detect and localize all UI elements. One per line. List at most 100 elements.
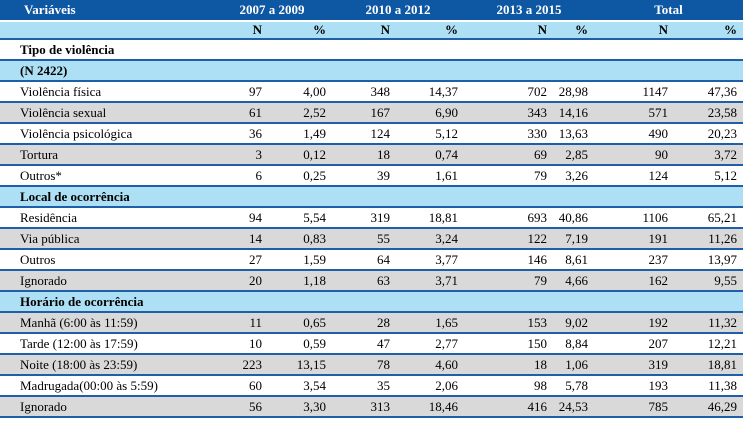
n-value: 192 (594, 312, 674, 334)
n-value: 11 (212, 312, 268, 334)
n-value: 64 (332, 249, 396, 271)
n-value: 18 (464, 354, 553, 376)
pct-value: 65,21 (674, 207, 743, 229)
row-label: Tarde (12:00 às 17:59) (0, 333, 212, 355)
n-value: 6 (212, 165, 268, 187)
n-value: 146 (464, 249, 553, 271)
pct-value: 2,52 (268, 102, 332, 124)
pct-value: 3,30 (268, 396, 332, 418)
n-value: 97 (212, 81, 268, 103)
pct-value: 1,59 (268, 249, 332, 271)
n-value: 150 (464, 333, 553, 355)
table-row: Tortura 3 0,12 18 0,74 69 2,85 90 3,72 (0, 144, 743, 166)
pct-value: 5,78 (553, 375, 594, 397)
column-header-2013-2015: 2013 a 2015 (464, 0, 594, 22)
pct-value: 0,74 (396, 144, 464, 166)
pct-value: 3,77 (396, 249, 464, 271)
table-row: Via pública 14 0,83 55 3,24 122 7,19 191 11,26 (0, 228, 743, 250)
table-body: Tipo de violência (N 2422) Violência físic… (0, 39, 743, 418)
table-subheader-row: N % N % N % N % (0, 21, 743, 40)
n-value: 28 (332, 312, 396, 334)
row-label: Manhã (6:00 às 11:59) (0, 312, 212, 334)
row-label: Outros (0, 249, 212, 271)
pct-value: 0,65 (268, 312, 332, 334)
pct-value: 2,77 (396, 333, 464, 355)
subheader-n: N (212, 21, 268, 40)
n-value: 207 (594, 333, 674, 355)
n-value: 1106 (594, 207, 674, 229)
table-row: Madrugada(00:00 às 5:59) 60 3,54 35 2,06 98 5,… (0, 375, 743, 397)
n-value: 47 (332, 333, 396, 355)
table-row: Violência sexual 61 2,52 167 6,90 343 14,16 571… (0, 102, 743, 124)
n-value: 237 (594, 249, 674, 271)
row-label: Violência física (0, 81, 212, 103)
pct-value: 3,24 (396, 228, 464, 250)
subheader-pct: % (553, 21, 594, 40)
n-value: 55 (332, 228, 396, 250)
n-value: 60 (212, 375, 268, 397)
section-title: Local de ocorrência (0, 186, 743, 208)
pct-value: 12,21 (674, 333, 743, 355)
section-title: Horário de ocorrência (0, 291, 743, 313)
subheader-n: N (594, 21, 674, 40)
n-value: 90 (594, 144, 674, 166)
pct-value: 13,63 (553, 123, 594, 145)
table-row: Outros* 6 0,25 39 1,61 79 3,26 124 5,12 (0, 165, 743, 187)
n-value: 69 (464, 144, 553, 166)
section-row: Horário de ocorrência (0, 291, 743, 313)
pct-value: 46,29 (674, 396, 743, 418)
pct-value: 0,12 (268, 144, 332, 166)
n-value: 490 (594, 123, 674, 145)
table-row: Noite (18:00 às 23:59) 223 13,15 78 4,60 18 1,… (0, 354, 743, 376)
row-label: Ignorado (0, 270, 212, 292)
table-row: Ignorado 20 1,18 63 3,71 79 4,66 162 9,55 (0, 270, 743, 292)
n-value: 56 (212, 396, 268, 418)
section-title: (N 2422) (0, 60, 743, 82)
table-row: Manhã (6:00 às 11:59) 11 0,65 28 1,65 153 9,02… (0, 312, 743, 334)
n-value: 35 (332, 375, 396, 397)
n-value: 167 (332, 102, 396, 124)
n-value: 313 (332, 396, 396, 418)
pct-value: 40,86 (553, 207, 594, 229)
row-label: Residência (0, 207, 212, 229)
n-value: 416 (464, 396, 553, 418)
n-value: 79 (464, 270, 553, 292)
n-value: 39 (332, 165, 396, 187)
pct-value: 1,61 (396, 165, 464, 187)
table-row: Outros 27 1,59 64 3,77 146 8,61 237 13,97 (0, 249, 743, 271)
pct-value: 2,85 (553, 144, 594, 166)
pct-value: 18,46 (396, 396, 464, 418)
pct-value: 4,60 (396, 354, 464, 376)
n-value: 79 (464, 165, 553, 187)
subheader-pct: % (268, 21, 332, 40)
n-value: 348 (332, 81, 396, 103)
pct-value: 47,36 (674, 81, 743, 103)
row-label: Tortura (0, 144, 212, 166)
pct-value: 7,19 (553, 228, 594, 250)
subheader-n: N (464, 21, 553, 40)
pct-value: 6,90 (396, 102, 464, 124)
n-value: 162 (594, 270, 674, 292)
pct-value: 1,06 (553, 354, 594, 376)
n-value: 124 (332, 123, 396, 145)
pct-value: 14,16 (553, 102, 594, 124)
n-value: 193 (594, 375, 674, 397)
n-value: 330 (464, 123, 553, 145)
pct-value: 1,65 (396, 312, 464, 334)
n-value: 343 (464, 102, 553, 124)
n-value: 27 (212, 249, 268, 271)
pct-value: 3,71 (396, 270, 464, 292)
n-value: 14 (212, 228, 268, 250)
n-value: 702 (464, 81, 553, 103)
n-value: 785 (594, 396, 674, 418)
subheader-pct: % (396, 21, 464, 40)
n-value: 319 (332, 207, 396, 229)
pct-value: 24,53 (553, 396, 594, 418)
n-value: 63 (332, 270, 396, 292)
n-value: 153 (464, 312, 553, 334)
n-value: 10 (212, 333, 268, 355)
pct-value: 11,32 (674, 312, 743, 334)
pct-value: 4,66 (553, 270, 594, 292)
